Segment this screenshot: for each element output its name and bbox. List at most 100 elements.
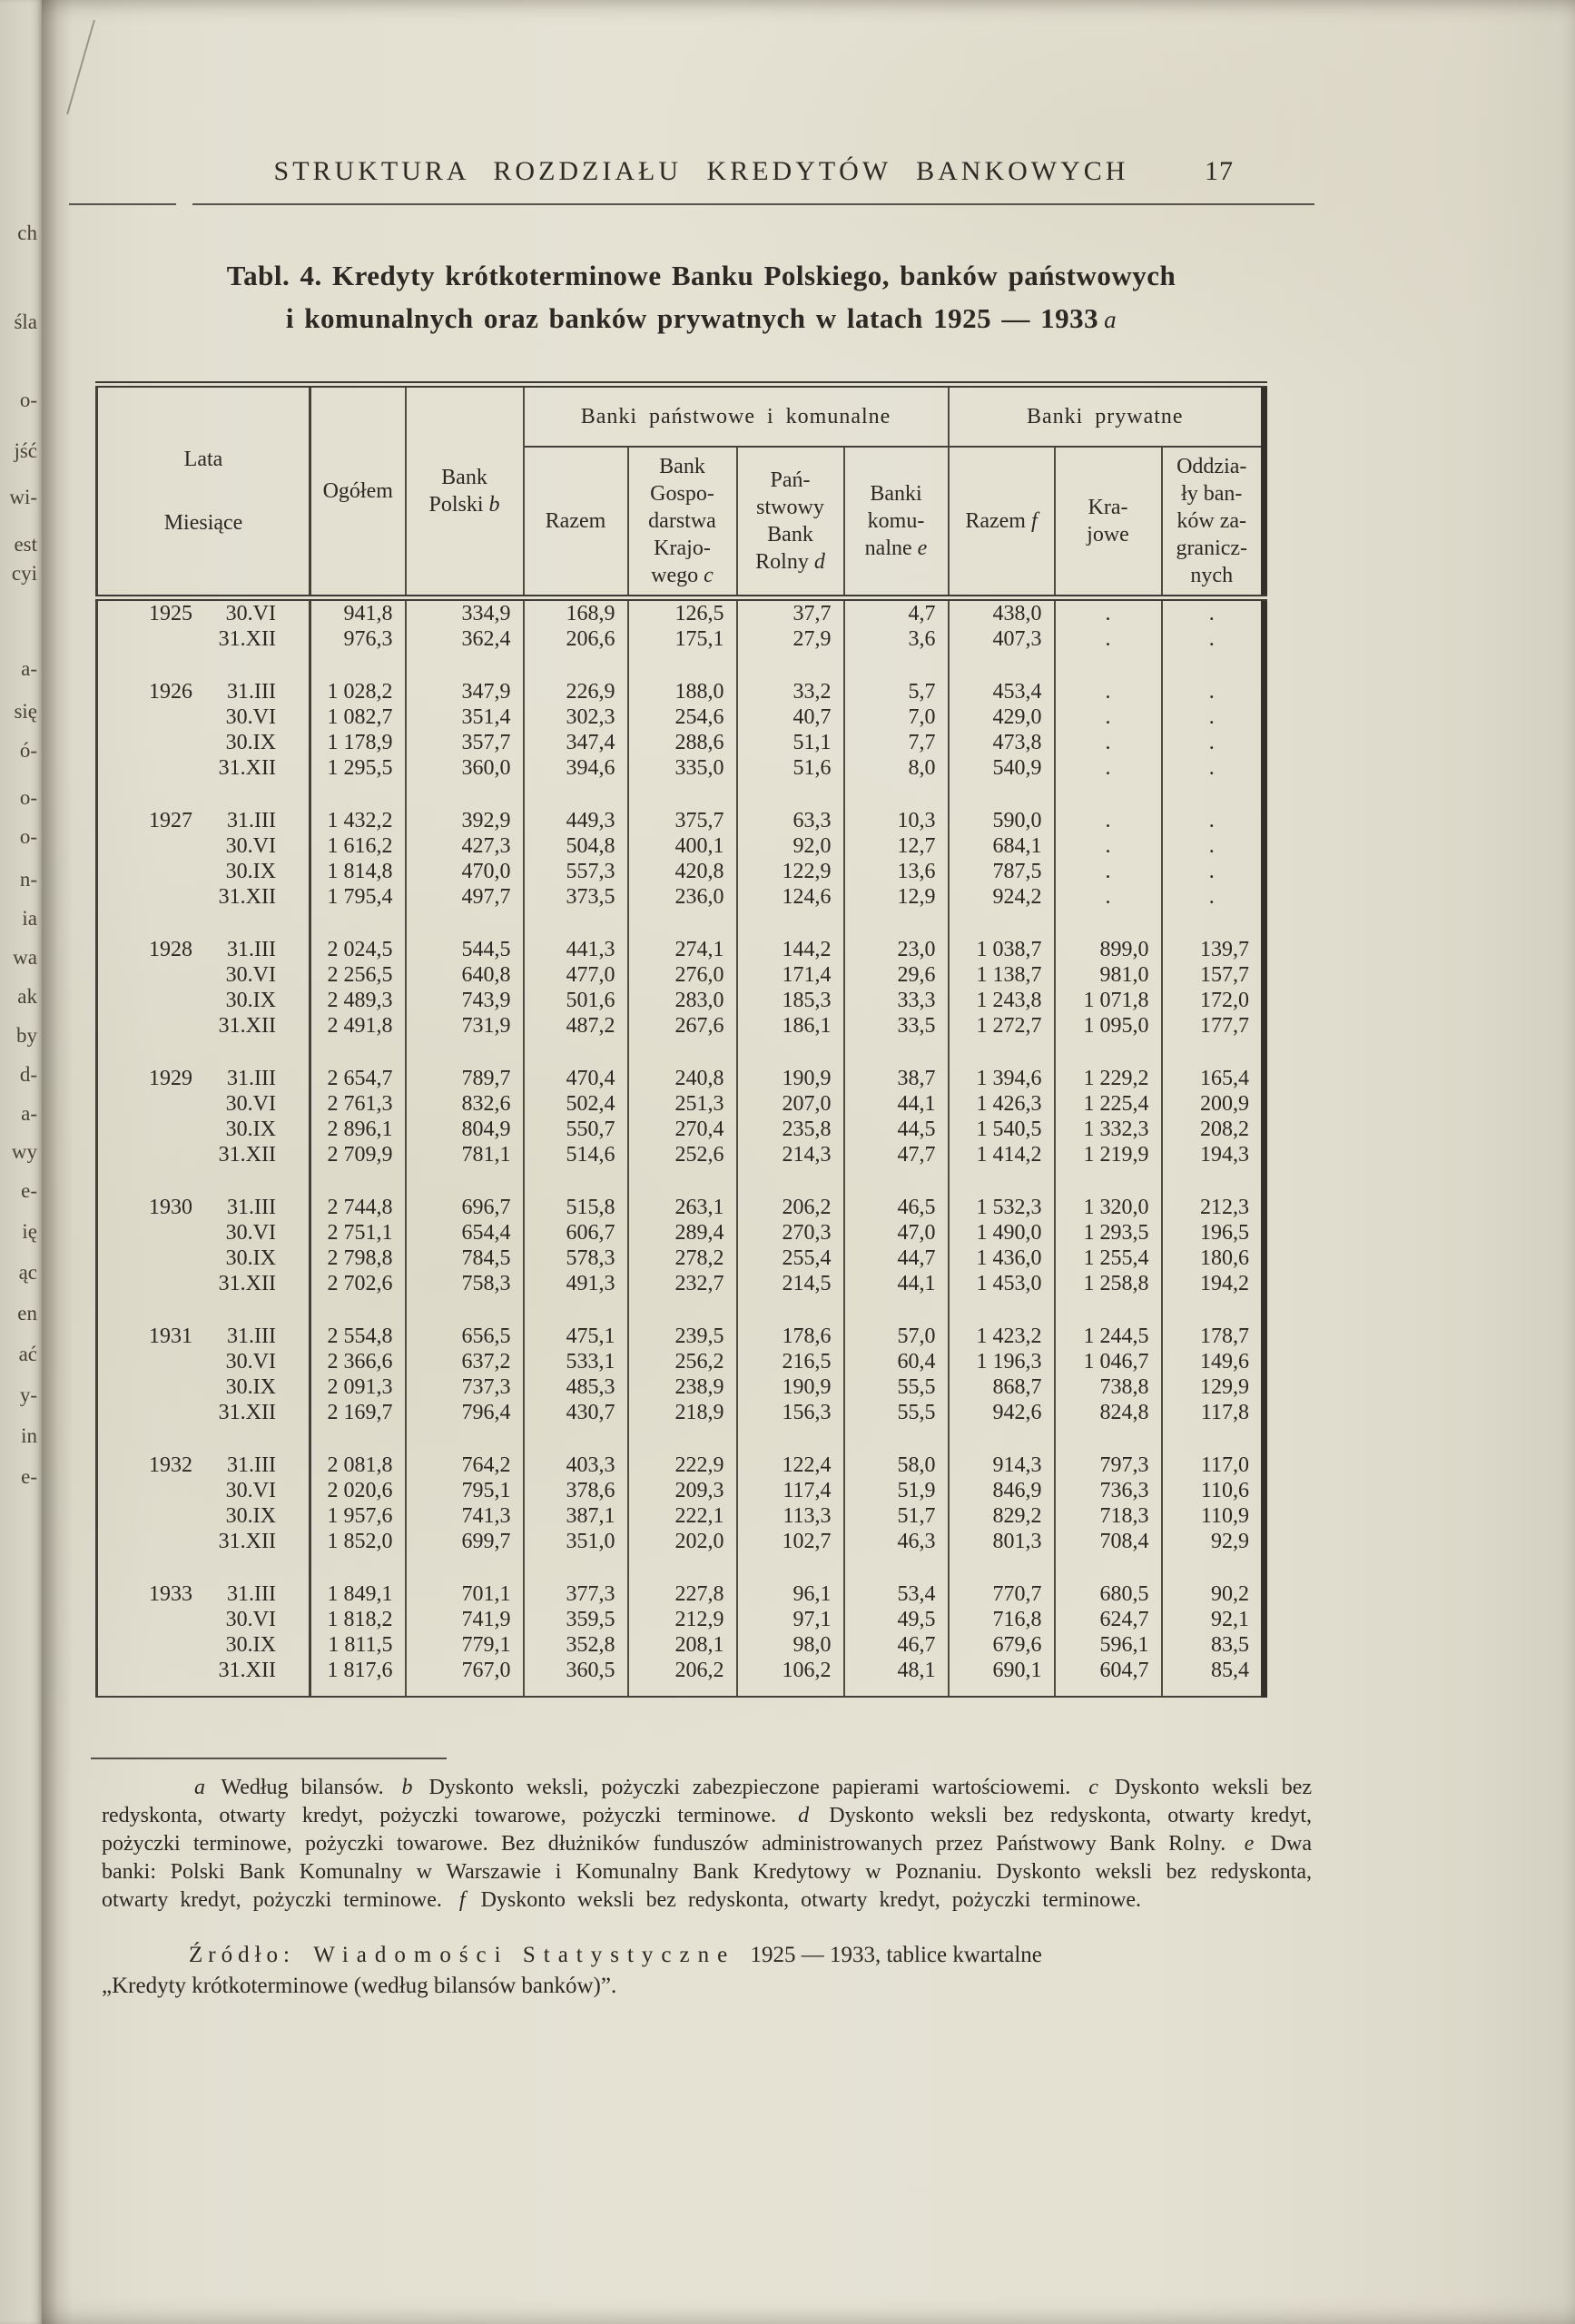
edge-fragment: ia	[22, 907, 37, 930]
spacer-cell	[627, 1167, 738, 1195]
spacer-cell	[736, 1425, 845, 1452]
data-cell: 1 219,9	[1054, 1142, 1163, 1167]
spacer-cell	[405, 910, 525, 937]
date-label: 30.VI	[225, 1350, 276, 1374]
table-row: 31.XII 976,3 362,4 206,6 175,1 27,9 3,6 407,3..	[95, 626, 1267, 652]
data-cell: 392,9	[405, 808, 525, 833]
data-cell: 51,6	[736, 755, 845, 781]
table-row: 31.XII 1 295,5 360,0 394,6 335,0 51,6 8,0 540,9…	[95, 755, 1267, 781]
data-cell: 504,8	[523, 833, 629, 859]
data-cell: 2 169,7	[310, 1400, 407, 1425]
source-label: Źródło:	[189, 1943, 295, 1967]
table-row: 30.IX 1 811,5 779,1 352,8 208,1 98,0 46,7 679,6…	[95, 1632, 1267, 1658]
data-cell: 206,6	[523, 626, 629, 652]
table-row: 30.IX 2 091,3 737,3 485,3 238,9 190,9 55,5 868,…	[95, 1374, 1267, 1400]
data-cell: 222,1	[627, 1503, 738, 1529]
page-number: 17	[1205, 156, 1234, 186]
data-cell: 185,3	[736, 988, 845, 1013]
spacer-cell	[843, 910, 950, 937]
date-label: 31.XII	[218, 1401, 276, 1424]
data-cell: 941,8	[310, 597, 407, 626]
data-cell: 122,9	[736, 859, 845, 884]
data-cell: 1 046,7	[1054, 1349, 1163, 1374]
spacer-cell	[843, 652, 950, 679]
data-cell: 373,5	[523, 884, 629, 910]
data-cell: 236,0	[627, 884, 738, 910]
edge-fragment: cyi	[11, 562, 37, 585]
data-cell: 420,8	[627, 859, 738, 884]
data-cell: 194,3	[1161, 1142, 1267, 1167]
date-label: 30.IX	[225, 1633, 276, 1657]
data-cell: 60,4	[843, 1349, 950, 1374]
data-cell: 679,6	[948, 1632, 1056, 1658]
spacer-cell	[1054, 910, 1163, 937]
data-cell: 53,4	[843, 1581, 950, 1607]
data-cell: 334,9	[405, 597, 525, 626]
table-row: 31.XII 2 491,8 731,9 487,2 267,6 186,1 33,5 1 2…	[95, 1013, 1267, 1039]
data-cell: 239,5	[627, 1324, 738, 1349]
data-cell: 218,9	[627, 1400, 738, 1425]
edge-fragment: wy	[11, 1140, 37, 1163]
data-cell: 981,0	[1054, 962, 1163, 988]
data-cell: 690,1	[948, 1658, 1056, 1698]
data-cell: 846,9	[948, 1478, 1056, 1503]
data-cell: 1 320,0	[1054, 1195, 1163, 1220]
data-cell: 1 225,4	[1054, 1091, 1163, 1117]
data-cell: 122,4	[736, 1452, 845, 1478]
data-cell: 51,9	[843, 1478, 950, 1503]
col-header-lata-miesiace: Lata Miesiące	[95, 381, 311, 601]
data-cell: 92,9	[1161, 1529, 1267, 1554]
edge-fragment: n-	[19, 868, 37, 891]
data-cell: 1 332,3	[1054, 1117, 1163, 1142]
data-cell: 207,0	[736, 1091, 845, 1117]
date-label: 31.XII	[218, 1659, 276, 1682]
date-cell: 31.XII	[95, 1658, 311, 1698]
data-cell: 149,6	[1161, 1349, 1267, 1374]
source-note: Źródło: Wiadomości Statystyczne 1925 — 1…	[102, 1940, 1312, 2002]
table-caption: Tabl. 4. Kredyty krótkoterminowe Banku P…	[91, 254, 1312, 341]
data-cell: 1 432,2	[310, 808, 407, 833]
spacer-cell	[405, 1167, 525, 1195]
spacer-cell	[948, 1425, 1056, 1452]
date-label: 31.III	[227, 1196, 276, 1219]
spacer-cell	[948, 781, 1056, 808]
data-cell: 23,0	[843, 937, 950, 962]
data-cell: 868,7	[948, 1374, 1056, 1400]
data-cell: .	[1054, 679, 1163, 704]
data-cell: 2 091,3	[310, 1374, 407, 1400]
date-cell: 30.VI	[95, 1349, 311, 1374]
edge-fragment: ch	[17, 222, 37, 244]
data-cell: 1 849,1	[310, 1581, 407, 1607]
data-cell: 51,1	[736, 730, 845, 755]
col-header-ogolem: Ogółem	[310, 381, 407, 601]
data-cell: .	[1161, 597, 1267, 626]
data-cell: 2 024,5	[310, 937, 407, 962]
spacer-cell	[523, 1167, 629, 1195]
data-cell: 1 255,4	[1054, 1246, 1163, 1271]
spacer-cell	[1054, 1554, 1163, 1581]
data-cell: 10,3	[843, 808, 950, 833]
year-label: 1928	[149, 938, 192, 961]
spacer-cell	[95, 910, 311, 937]
data-cell: 209,3	[627, 1478, 738, 1503]
data-cell: 263,1	[627, 1195, 738, 1220]
data-cell: 2 654,7	[310, 1066, 407, 1091]
data-cell: 716,8	[948, 1607, 1056, 1632]
spacer-cell	[310, 1296, 407, 1324]
data-cell: 190,9	[736, 1066, 845, 1091]
spacer-cell	[1161, 781, 1267, 808]
data-cell: 758,3	[405, 1271, 525, 1296]
data-cell: 188,0	[627, 679, 738, 704]
data-cell: 13,6	[843, 859, 950, 884]
spacer-cell	[1054, 1039, 1163, 1066]
date-cell: 31.XII	[95, 1013, 311, 1039]
head-rule	[69, 203, 1314, 205]
group-spacer-row	[95, 1554, 1267, 1581]
data-cell: 942,6	[948, 1400, 1056, 1425]
edge-fragment: by	[16, 1024, 37, 1047]
data-cell: 177,7	[1161, 1013, 1267, 1039]
date-cell: 30.VI	[95, 1607, 311, 1632]
year-label: 1932	[149, 1453, 192, 1477]
data-cell: 1 295,5	[310, 755, 407, 781]
date-label: 31.XII	[218, 1530, 276, 1553]
